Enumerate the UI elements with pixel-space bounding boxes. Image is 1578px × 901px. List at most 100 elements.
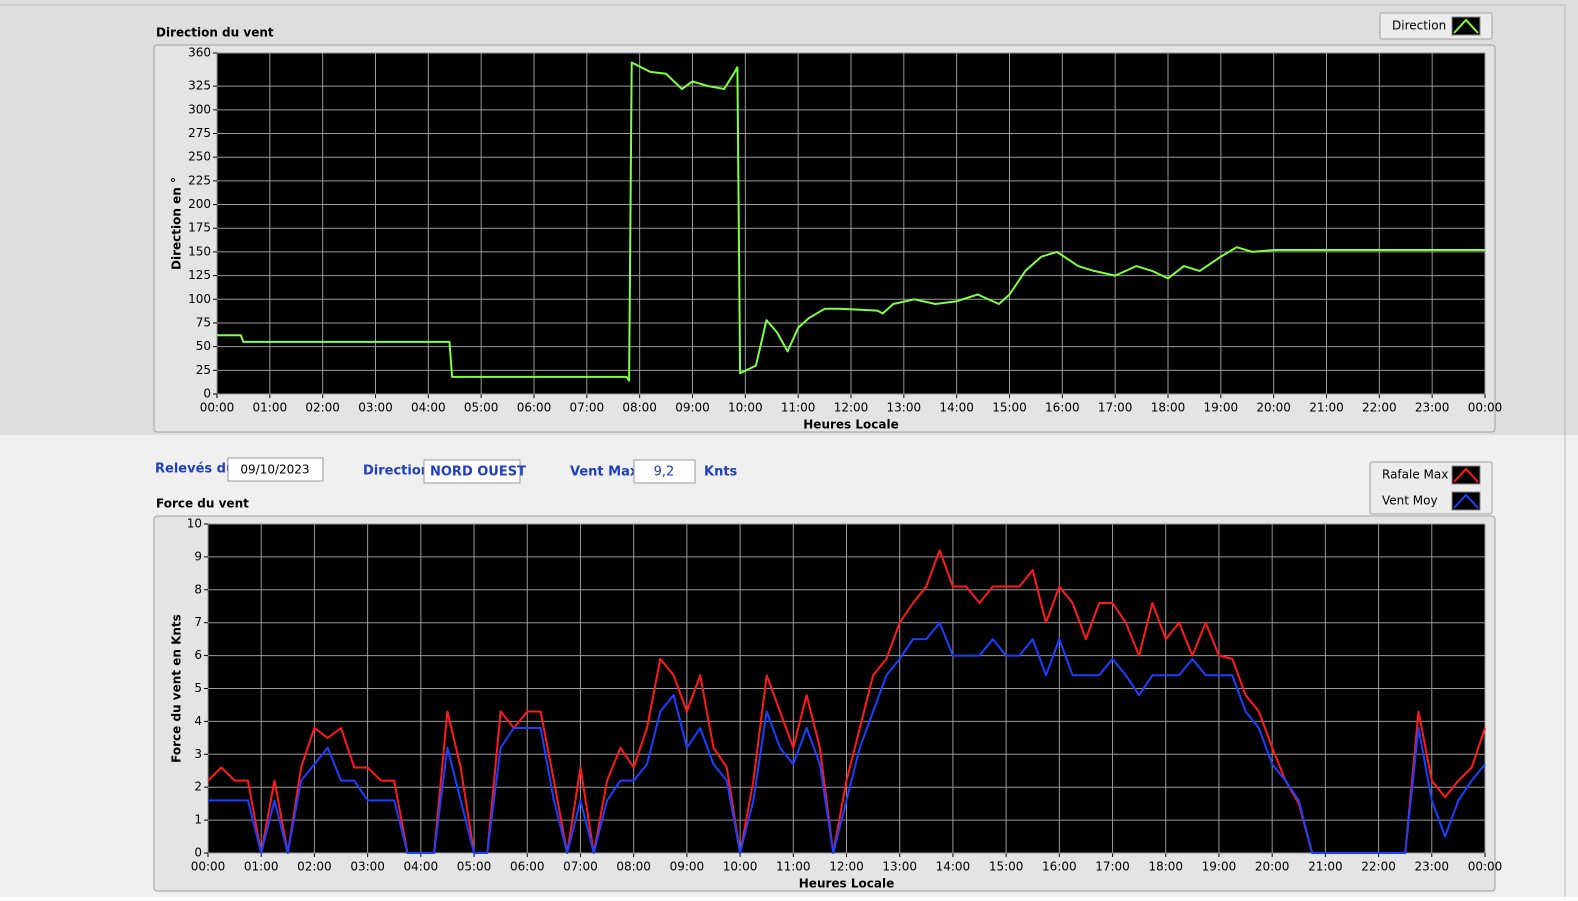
y-tick-label: 1 bbox=[194, 813, 202, 827]
x-tick-label: 12:00 bbox=[834, 401, 869, 415]
y-tick-label: 100 bbox=[188, 292, 211, 306]
x-tick-label: 13:00 bbox=[882, 860, 917, 874]
direction-label: Direction bbox=[363, 464, 430, 479]
y-tick-label: 360 bbox=[188, 46, 211, 60]
chart-title: Force du vent bbox=[156, 497, 249, 511]
y-tick-label: 10 bbox=[187, 517, 202, 531]
legend-symbol bbox=[1453, 467, 1479, 483]
x-tick-label: 01:00 bbox=[253, 401, 288, 415]
y-tick-label: 150 bbox=[188, 244, 211, 258]
x-tick-label: 10:00 bbox=[728, 401, 763, 415]
y-tick-label: 9 bbox=[194, 549, 202, 563]
x-axis-label: Heures Locale bbox=[803, 418, 898, 432]
x-tick-label: 18:00 bbox=[1151, 401, 1186, 415]
x-tick-label: 01:00 bbox=[244, 860, 279, 874]
legend-swatch bbox=[1451, 491, 1481, 511]
x-tick-label: 15:00 bbox=[989, 860, 1024, 874]
series-line bbox=[217, 61, 1485, 382]
y-axis-label: Force du vent en Knts bbox=[170, 614, 184, 763]
legend-swatch bbox=[1451, 16, 1481, 36]
y-tick-label: 325 bbox=[188, 79, 211, 93]
x-tick-label: 11:00 bbox=[776, 860, 811, 874]
x-tick-label: 22:00 bbox=[1362, 401, 1397, 415]
x-tick-label: 03:00 bbox=[358, 401, 393, 415]
x-tick-label: 09:00 bbox=[670, 860, 705, 874]
y-tick-label: 125 bbox=[188, 268, 211, 282]
y-tick-label: 7 bbox=[194, 615, 202, 629]
x-axis-label: Heures Locale bbox=[799, 877, 894, 891]
max-label: Vent Max bbox=[570, 465, 639, 480]
y-tick-label: 300 bbox=[188, 102, 211, 116]
x-tick-label: 02:00 bbox=[297, 860, 332, 874]
y-tick-label: 8 bbox=[194, 582, 202, 596]
y-tick-label: 6 bbox=[194, 648, 202, 662]
y-tick-label: 0 bbox=[194, 846, 202, 860]
x-tick-label: 17:00 bbox=[1095, 860, 1130, 874]
x-tick-label: 06:00 bbox=[517, 401, 552, 415]
y-tick-label: 200 bbox=[188, 197, 211, 211]
legend-swatch bbox=[1451, 465, 1481, 485]
x-tick-label: 08:00 bbox=[616, 860, 651, 874]
x-tick-label: 22:00 bbox=[1361, 860, 1396, 874]
x-tick-label: 12:00 bbox=[829, 860, 864, 874]
x-tick-label: 03:00 bbox=[350, 860, 385, 874]
y-tick-label: 0 bbox=[203, 387, 211, 401]
max-value: 9,2 bbox=[654, 465, 675, 480]
legend-label: Rafale Max bbox=[1382, 468, 1448, 482]
x-tick-label: 18:00 bbox=[1148, 860, 1183, 874]
x-tick-label: 21:00 bbox=[1308, 860, 1343, 874]
x-tick-label: 00:00 bbox=[1468, 860, 1503, 874]
x-tick-label: 17:00 bbox=[1098, 401, 1133, 415]
y-tick-label: 4 bbox=[194, 714, 202, 728]
legend-label: Vent Moy bbox=[1382, 494, 1438, 508]
y-tick-label: 250 bbox=[188, 150, 211, 164]
x-tick-label: 16:00 bbox=[1042, 860, 1077, 874]
y-tick-label: 75 bbox=[196, 315, 211, 329]
x-tick-label: 04:00 bbox=[411, 401, 446, 415]
x-tick-label: 05:00 bbox=[464, 401, 499, 415]
y-tick-label: 5 bbox=[194, 681, 202, 695]
x-tick-label: 07:00 bbox=[563, 860, 598, 874]
x-tick-label: 14:00 bbox=[939, 401, 974, 415]
series-line bbox=[208, 621, 1486, 854]
date-value: 09/10/2023 bbox=[240, 463, 309, 477]
x-tick-label: 19:00 bbox=[1204, 401, 1239, 415]
x-tick-label: 10:00 bbox=[723, 860, 758, 874]
x-tick-label: 04:00 bbox=[404, 860, 439, 874]
chart-title: Direction du vent bbox=[156, 26, 274, 40]
x-tick-label: 08:00 bbox=[622, 401, 657, 415]
x-tick-label: 06:00 bbox=[510, 860, 545, 874]
max-field[interactable] bbox=[633, 459, 696, 484]
date-field[interactable] bbox=[227, 457, 324, 482]
direction-field[interactable] bbox=[423, 459, 521, 484]
y-tick-label: 25 bbox=[196, 363, 211, 377]
y-tick-label: 3 bbox=[194, 747, 202, 761]
x-tick-label: 23:00 bbox=[1415, 401, 1450, 415]
y-tick-label: 50 bbox=[196, 339, 211, 353]
date-label: Relevés du bbox=[155, 462, 235, 477]
x-tick-label: 20:00 bbox=[1256, 401, 1291, 415]
x-tick-label: 14:00 bbox=[936, 860, 971, 874]
x-tick-label: 00:00 bbox=[1468, 401, 1503, 415]
x-tick-label: 09:00 bbox=[675, 401, 710, 415]
x-tick-label: 00:00 bbox=[191, 860, 226, 874]
x-tick-label: 13:00 bbox=[887, 401, 922, 415]
x-tick-label: 07:00 bbox=[570, 401, 605, 415]
legend-label: Direction bbox=[1392, 19, 1446, 33]
x-tick-label: 00:00 bbox=[200, 401, 235, 415]
y-axis-label: Direction en ° bbox=[170, 177, 184, 270]
x-tick-label: 11:00 bbox=[781, 401, 816, 415]
legend-symbol bbox=[1453, 493, 1479, 509]
y-tick-label: 225 bbox=[188, 173, 211, 187]
x-tick-label: 19:00 bbox=[1202, 860, 1237, 874]
max-unit: Knts bbox=[704, 465, 738, 480]
x-tick-label: 16:00 bbox=[1045, 401, 1080, 415]
y-tick-label: 2 bbox=[194, 780, 202, 794]
y-tick-label: 275 bbox=[188, 126, 211, 140]
x-tick-label: 15:00 bbox=[992, 401, 1027, 415]
legend-symbol bbox=[1453, 18, 1479, 34]
x-tick-label: 05:00 bbox=[457, 860, 492, 874]
x-tick-label: 21:00 bbox=[1309, 401, 1344, 415]
direction-value: NORD OUEST bbox=[430, 465, 526, 480]
